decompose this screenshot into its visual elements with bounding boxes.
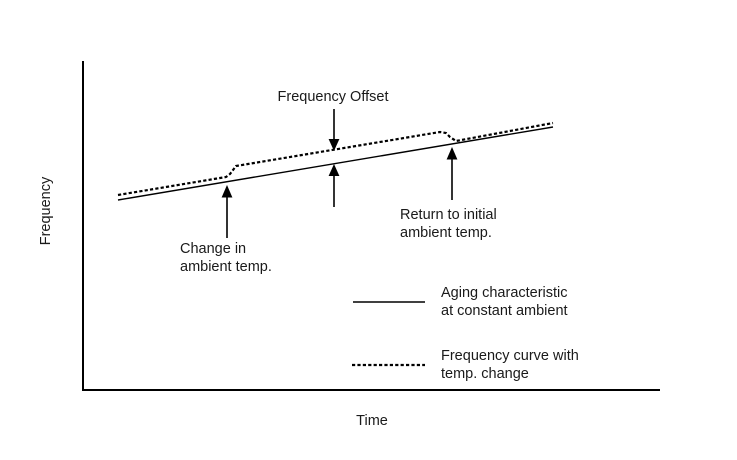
temp-change-curve bbox=[117, 121, 554, 197]
change-arrowhead-icon bbox=[221, 185, 233, 198]
legend-dotted-label-line1: Frequency curve with bbox=[441, 348, 579, 364]
legend-solid-label-line2: at constant ambient bbox=[441, 303, 568, 319]
legend-solid-label-line1: Aging characteristic bbox=[441, 285, 568, 301]
return-arrowhead-icon bbox=[446, 147, 458, 160]
change-ambient-annotation: Change in ambient temp. bbox=[180, 185, 272, 275]
aging-characteristic-line bbox=[117, 126, 554, 201]
x-axis-label: Time bbox=[356, 413, 388, 429]
return-label-line1: Return to initial bbox=[400, 207, 497, 223]
y-axis-label: Frequency bbox=[38, 176, 54, 245]
offset-up-arrowhead-icon bbox=[328, 164, 340, 176]
frequency-offset-annotation: Frequency Offset bbox=[278, 89, 389, 207]
legend: Aging characteristic at constant ambient… bbox=[352, 285, 579, 382]
change-label-line1: Change in bbox=[180, 241, 246, 257]
change-label-line2: ambient temp. bbox=[180, 259, 272, 275]
return-ambient-annotation: Return to initial ambient temp. bbox=[400, 147, 497, 241]
offset-down-arrowhead-icon bbox=[328, 139, 340, 151]
frequency-offset-label: Frequency Offset bbox=[278, 89, 389, 105]
return-label-line2: ambient temp. bbox=[400, 225, 492, 241]
legend-dotted-label-line2: temp. change bbox=[441, 366, 529, 382]
